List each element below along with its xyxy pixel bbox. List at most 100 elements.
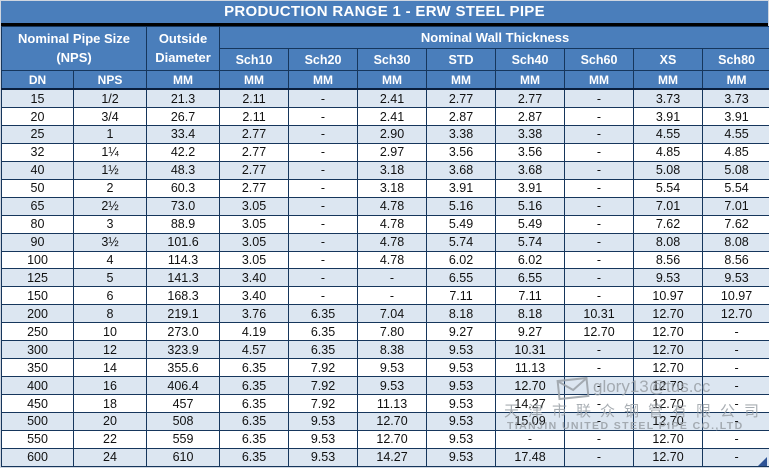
table-cell: 141.3: [146, 268, 221, 288]
group-header-row: Nominal Pipe Size (NPS) Outside Diameter…: [0, 26, 769, 71]
table-cell: 6.02: [426, 250, 497, 270]
table-cell: 6: [72, 286, 148, 306]
table-cell: 32: [1, 142, 74, 162]
table-cell: -: [564, 394, 635, 413]
table-cell: -: [288, 107, 359, 126]
header-sch30: Sch30: [357, 48, 428, 71]
table-cell: 3/4: [72, 107, 148, 126]
table-cell: 4.78: [357, 250, 428, 270]
table-header: Nominal Pipe Size (NPS) Outside Diameter…: [0, 26, 769, 90]
table-cell: 6.35: [219, 429, 290, 449]
table-cell: 3.05: [219, 214, 290, 234]
corner-triangle-marker: [758, 457, 767, 466]
table-row: 32 1¼ 42.2 2.77-2.97 3.56 3.56-4.85 4.85: [1, 142, 769, 162]
table-cell: 3.05: [219, 232, 290, 252]
table-row: 450 18 457 6.35 7.92 11.13 9.53 14.27-12.70-: [1, 394, 769, 413]
table-cell: 7.62: [702, 214, 769, 234]
unit-mm-sch40: MM: [495, 70, 566, 90]
table-cell: 8.18: [426, 304, 497, 324]
table-cell: 18: [72, 394, 148, 413]
table-cell: 42.2: [146, 142, 221, 162]
table-row: 15 1/2 21.3 2.11-2.41 2.77 2.77-3.73 3.73: [1, 88, 769, 109]
table-cell: 60.3: [146, 178, 221, 198]
header-nominal-wall-thickness: Nominal Wall Thickness: [219, 26, 769, 49]
header-nominal-pipe-size: Nominal Pipe Size (NPS): [0, 26, 148, 71]
table-cell: 8.08: [702, 232, 769, 252]
table-cell: 3.91: [702, 107, 769, 126]
table-cell: 200: [1, 304, 74, 324]
table-cell: 21.3: [146, 88, 221, 109]
table-cell: -: [702, 447, 769, 468]
table-cell: 5: [72, 268, 148, 288]
table-row: 65 2½ 73.0 3.05-4.78 5.16 5.16-7.01 7.01: [1, 196, 769, 216]
table-cell: 12.70: [495, 376, 566, 396]
table-cell: 10.97: [702, 286, 769, 306]
table-cell: -: [702, 322, 769, 342]
header-std: STD: [426, 48, 497, 71]
table-cell: -: [288, 214, 359, 234]
table-cell: 2.77: [426, 88, 497, 109]
table-cell: 2.41: [357, 88, 428, 109]
table-cell: 12: [72, 340, 148, 360]
table-cell: -: [288, 268, 359, 288]
header-sch10: Sch10: [219, 48, 290, 71]
table-row: 550 22 559 6.35 9.53 12.70 9.53- -12.70-: [1, 429, 769, 449]
table-cell: 24: [72, 447, 148, 468]
table-cell: -: [288, 232, 359, 252]
table-cell: 20: [1, 107, 74, 126]
table-cell: -: [702, 429, 769, 449]
unit-mm-sch20: MM: [288, 70, 359, 90]
table-cell: -: [702, 411, 769, 431]
table-cell: 8.38: [357, 340, 428, 360]
table-cell: 7.62: [633, 214, 704, 234]
table-cell: 2.11: [219, 107, 290, 126]
table-cell: 114.3: [146, 250, 221, 270]
table-cell: 9.53: [426, 376, 497, 396]
table-cell: 4.19: [219, 322, 290, 342]
table-cell: 5.74: [426, 232, 497, 252]
table-cell: 9.53: [288, 411, 359, 431]
table-cell: 80: [1, 214, 74, 234]
table-cell: 2.77: [219, 178, 290, 198]
table-cell: 14.27: [495, 394, 566, 413]
table-cell: 3.73: [702, 88, 769, 109]
table-cell: -: [564, 447, 635, 468]
table-cell: 5.08: [633, 160, 704, 180]
table-cell: 8.08: [633, 232, 704, 252]
table-cell: 3.56: [495, 142, 566, 162]
table-cell: -: [357, 286, 428, 306]
table-cell: 150: [1, 286, 74, 306]
table-cell: -: [564, 340, 635, 360]
table-cell: 48.3: [146, 160, 221, 180]
table-cell: 7.92: [288, 394, 359, 413]
table-cell: -: [564, 196, 635, 216]
table-cell: 22: [72, 429, 148, 449]
table-cell: 4.78: [357, 196, 428, 216]
table-cell: 7.01: [633, 196, 704, 216]
table-cell: 8.56: [702, 250, 769, 270]
table-cell: 9.53: [426, 411, 497, 431]
table-row: 50 2 60.3 2.77-3.18 3.91 3.91-5.54 5.54: [1, 178, 769, 198]
table-cell: 4.57: [219, 340, 290, 360]
table-row: 200 8 219.1 3.76 6.35 7.04 8.18 8.18 10.31 12.70 1…: [1, 304, 769, 324]
table-cell: 2.77: [219, 160, 290, 180]
unit-mm-sch10: MM: [219, 70, 290, 90]
table-cell: 500: [1, 411, 74, 431]
table-cell: 508: [146, 411, 221, 431]
table-cell: 168.3: [146, 286, 221, 306]
unit-mm-sch30: MM: [357, 70, 428, 90]
table-cell: 12.70: [633, 447, 704, 468]
table-cell: 1: [72, 124, 148, 144]
table-cell: -: [564, 376, 635, 396]
table-cell: 450: [1, 394, 74, 413]
table-cell: 273.0: [146, 322, 221, 342]
table-row: 350 14 355.6 6.35 7.92 9.53 9.53 11.13-12.70-: [1, 358, 769, 378]
table-cell: 65: [1, 196, 74, 216]
table-cell: 100: [1, 250, 74, 270]
table-cell: 4.85: [633, 142, 704, 162]
table-cell: 4.78: [357, 214, 428, 234]
table-cell: 12.70: [633, 340, 704, 360]
table-cell: -: [564, 232, 635, 252]
table-cell: 9.53: [357, 358, 428, 378]
table-cell: -: [564, 88, 635, 109]
